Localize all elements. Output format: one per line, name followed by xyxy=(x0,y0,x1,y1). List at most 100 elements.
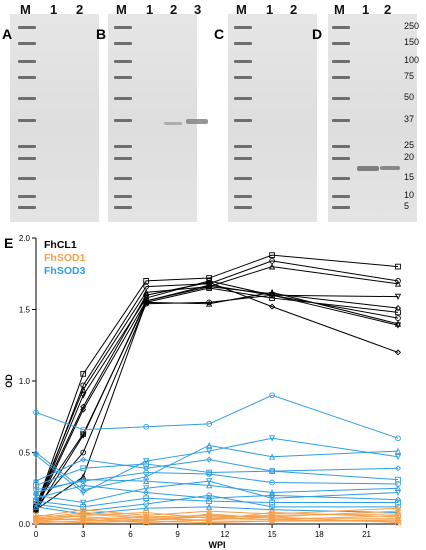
x-tick-label: 6 xyxy=(128,530,133,539)
data-point xyxy=(206,471,212,477)
series-line-group xyxy=(33,285,401,507)
data-point xyxy=(80,456,87,463)
data-point xyxy=(33,482,39,489)
lane-label: 1 xyxy=(362,2,370,17)
mw-marker: 20 xyxy=(404,152,415,162)
protein-band xyxy=(380,166,400,170)
series-line xyxy=(35,394,399,439)
data-point xyxy=(80,386,87,393)
x-tick-label: 12 xyxy=(220,530,229,539)
data-point xyxy=(143,477,150,484)
lane-label: M xyxy=(116,2,127,17)
data-point xyxy=(143,298,150,305)
series-line xyxy=(35,520,398,524)
lane-label: M xyxy=(334,2,345,17)
data-point xyxy=(269,392,275,399)
series-line xyxy=(35,510,399,519)
lane-label: 2 xyxy=(384,2,392,17)
y-tick-label: 2.0 xyxy=(19,234,31,243)
data-point xyxy=(394,305,402,312)
data-point xyxy=(32,495,40,502)
protein-band xyxy=(164,122,182,125)
data-point xyxy=(32,516,40,524)
mw-marker: 150 xyxy=(404,37,420,47)
data-point xyxy=(143,458,150,465)
data-point xyxy=(395,518,401,524)
data-point xyxy=(268,263,276,270)
panel-letter-c: C xyxy=(214,26,225,42)
data-point xyxy=(206,300,213,307)
data-point xyxy=(143,509,150,516)
data-point xyxy=(394,322,402,329)
data-point xyxy=(394,349,402,356)
data-point xyxy=(33,515,39,522)
series-line-group xyxy=(33,518,401,526)
series-line xyxy=(35,463,399,486)
mw-marker: 10 xyxy=(404,190,415,200)
series-line xyxy=(35,497,398,508)
data-point xyxy=(80,370,87,377)
data-point xyxy=(33,501,39,507)
data-point xyxy=(394,280,402,287)
data-point xyxy=(32,452,40,459)
series-line xyxy=(35,484,399,501)
x-tick-label: 21 xyxy=(362,530,371,539)
gel-panel-a xyxy=(10,14,99,222)
lane-label: 2 xyxy=(290,2,298,17)
series-line xyxy=(35,516,399,524)
data-point xyxy=(80,489,87,496)
series-line xyxy=(35,472,399,491)
mw-marker: 25 xyxy=(404,140,415,150)
series-line xyxy=(35,254,399,508)
series-line xyxy=(35,287,399,505)
series-line-group xyxy=(32,456,402,485)
data-point xyxy=(80,432,87,439)
series-line xyxy=(35,480,399,504)
series-line xyxy=(35,437,399,494)
lane-label: 1 xyxy=(50,2,58,17)
mw-marker: 15 xyxy=(404,172,415,182)
y-tick-label: 1.0 xyxy=(19,377,31,386)
data-point xyxy=(32,449,40,456)
data-point xyxy=(80,482,87,489)
data-point xyxy=(33,518,39,524)
data-point xyxy=(80,426,87,433)
legend-entry: FhSOD1 xyxy=(44,252,86,264)
mw-marker: 5 xyxy=(404,201,410,211)
series-line-group xyxy=(32,435,402,496)
data-point xyxy=(206,441,213,449)
lane-label: 1 xyxy=(266,2,274,17)
series-line xyxy=(35,506,399,515)
series-line xyxy=(35,281,399,508)
data-point xyxy=(206,478,213,485)
y-axis-label: OD xyxy=(4,374,14,388)
mw-marker: 50 xyxy=(404,92,415,102)
data-point xyxy=(394,453,402,461)
series-line xyxy=(35,260,399,510)
panel-letter-d: D xyxy=(312,26,323,42)
data-point xyxy=(269,303,276,310)
x-tick-label: 3 xyxy=(81,530,86,539)
data-point xyxy=(269,252,275,259)
panel-letter-b: B xyxy=(96,26,107,42)
data-point xyxy=(394,508,402,515)
series-line xyxy=(35,284,399,512)
data-point xyxy=(143,514,150,521)
series-line-group xyxy=(32,263,402,509)
panel-letter-e: E xyxy=(4,235,13,251)
x-tick-label: 9 xyxy=(175,530,180,539)
x-tick-label: 18 xyxy=(315,530,324,539)
data-point xyxy=(269,514,275,520)
data-point xyxy=(143,423,150,430)
data-point xyxy=(143,469,150,476)
gel-panel-b xyxy=(108,14,197,222)
series-line xyxy=(35,516,399,524)
data-point xyxy=(143,465,150,472)
series-line xyxy=(35,512,399,521)
data-point xyxy=(143,495,150,502)
data-point xyxy=(143,518,150,524)
protein-band xyxy=(357,166,379,171)
data-point xyxy=(80,403,87,410)
series-line-group xyxy=(32,282,402,515)
